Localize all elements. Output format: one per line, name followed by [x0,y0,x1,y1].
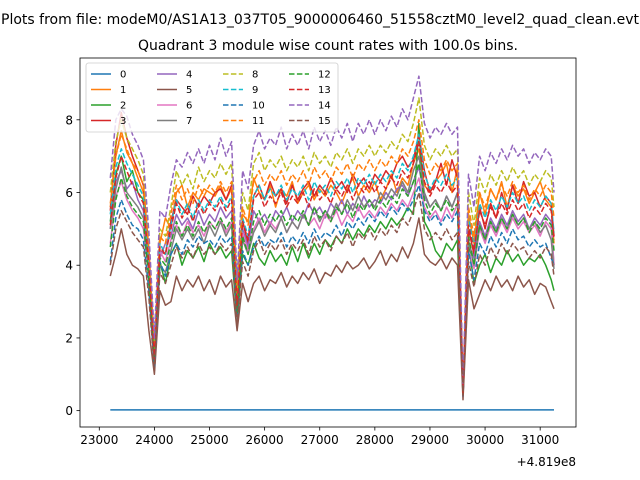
y-tick-label: 4 [65,259,73,273]
series-line-8 [109,97,555,394]
legend-label-6: 6 [186,101,192,112]
figure-suptitle: Plots from file: modeM0/AS1A13_037T05_90… [1,12,639,28]
series-line-15 [109,191,555,397]
series-line-9 [109,133,555,394]
legend-box [85,62,339,133]
legend-label-10: 10 [252,101,265,112]
y-tick-label: 8 [65,113,73,127]
series-line-3 [109,111,555,394]
series-lines [109,75,555,411]
series-line-12 [109,162,555,397]
series-line-6 [109,177,555,397]
y-tick-label: 6 [65,186,73,200]
x-tick-label: 28000 [356,433,394,447]
legend-label-1: 1 [120,85,126,96]
legend-label-7: 7 [186,116,192,127]
legend-label-0: 0 [120,70,126,81]
x-tick-label: 25000 [190,433,228,447]
legend-label-4: 4 [186,70,192,81]
x-tick-label: 30000 [466,433,504,447]
legend-label-2: 2 [120,101,126,112]
legend-label-3: 3 [120,116,126,127]
x-tick-label: 23000 [80,433,118,447]
legend-label-9: 9 [252,85,258,96]
series-line-10 [109,184,555,397]
series-line-14 [109,75,555,390]
series-line-11 [109,119,555,394]
x-tick-label: 31000 [521,433,559,447]
series-line-13 [109,140,555,397]
x-tick-label: 26000 [246,433,284,447]
plot-area: 23000 24000 25000 26000 27000 28000 29000 30000… [65,57,577,447]
series-line-7 [109,155,555,397]
x-offset-label: +4.819e8 [517,455,576,469]
series-line-5 [109,217,555,401]
y-tick-label: 0 [65,404,73,418]
legend-label-15: 15 [318,116,331,127]
legend-label-14: 14 [318,101,331,112]
x-tick-label: 24000 [135,433,173,447]
legend-label-11: 11 [252,116,265,127]
x-tick-label: 29000 [411,433,449,447]
series-line-4 [109,166,555,394]
x-tick-label: 27000 [301,433,339,447]
legend-label-8: 8 [252,70,258,81]
legend-label-12: 12 [318,70,331,81]
legend-label-13: 13 [318,85,331,96]
y-tick-label: 2 [65,331,73,345]
axes-frame [79,57,577,428]
chart-title: Quadrant 3 module wise count rates with … [138,38,518,54]
legend-label-5: 5 [186,85,192,96]
